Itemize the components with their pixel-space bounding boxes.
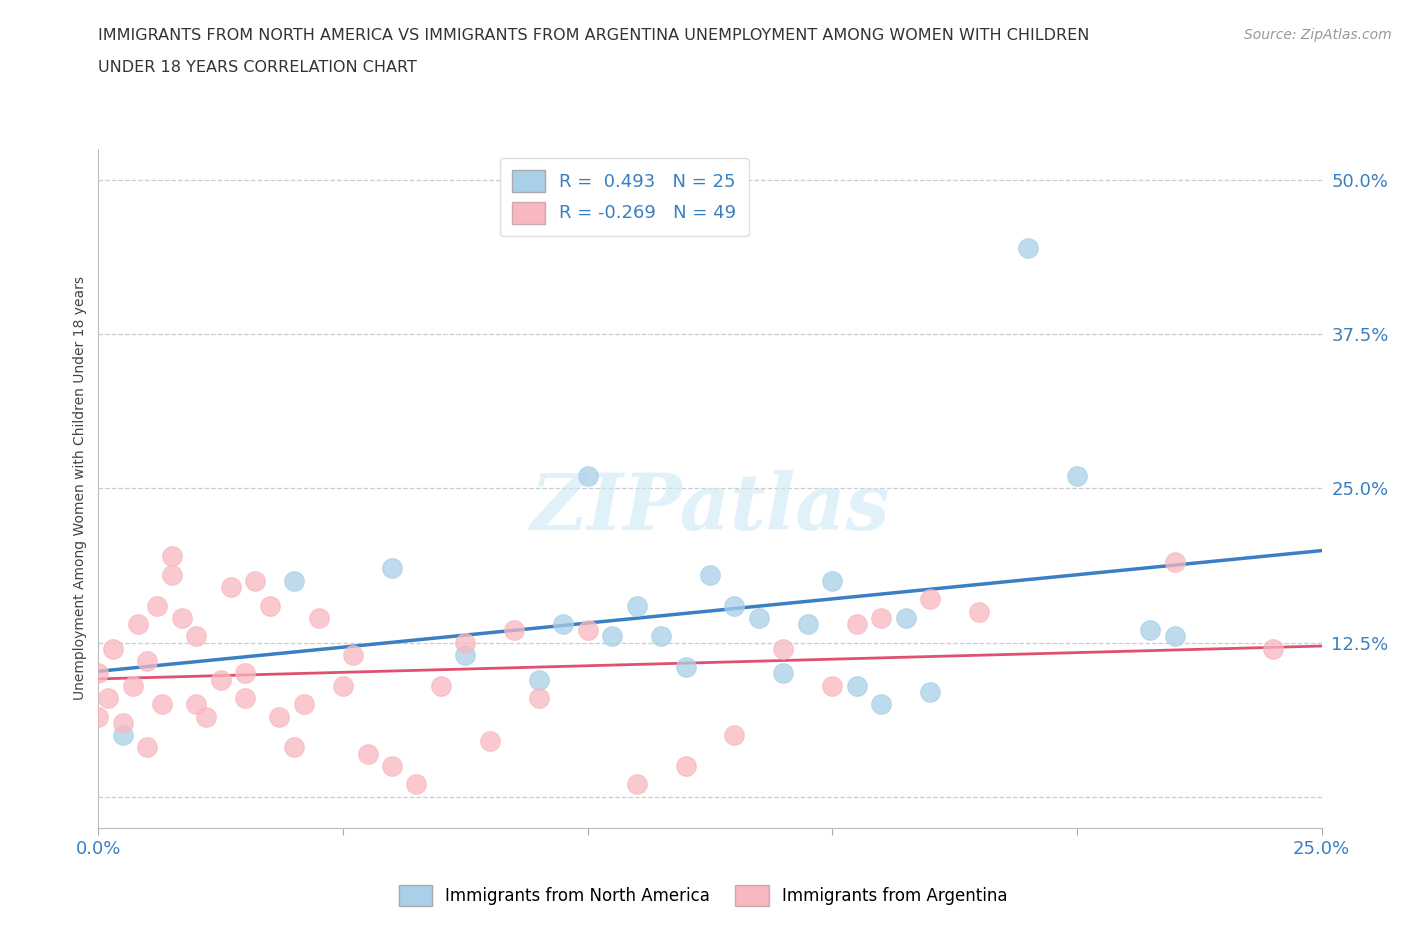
Point: [454, 647, 477, 662]
Point: [870, 697, 893, 711]
Point: [920, 591, 942, 606]
Point: [170, 610, 193, 625]
Point: [219, 579, 242, 594]
Point: [478, 734, 501, 749]
Point: [87, 666, 110, 681]
Y-axis label: Unemployment Among Women with Children Under 18 years: Unemployment Among Women with Children U…: [73, 276, 87, 700]
Text: ZIPatlas: ZIPatlas: [530, 471, 890, 547]
Point: [381, 759, 404, 774]
Point: [146, 598, 169, 613]
Point: [356, 746, 378, 761]
Text: Source: ZipAtlas.com: Source: ZipAtlas.com: [1244, 28, 1392, 42]
Point: [967, 604, 990, 619]
Point: [845, 678, 868, 693]
Point: [209, 672, 232, 687]
Point: [699, 567, 721, 582]
Point: [308, 610, 330, 625]
Point: [233, 691, 256, 706]
Point: [1261, 642, 1284, 657]
Text: IMMIGRANTS FROM NORTH AMERICA VS IMMIGRANTS FROM ARGENTINA UNEMPLOYMENT AMONG WO: IMMIGRANTS FROM NORTH AMERICA VS IMMIGRA…: [98, 28, 1090, 43]
Point: [870, 610, 893, 625]
Point: [576, 469, 599, 484]
Point: [195, 710, 218, 724]
Point: [430, 678, 453, 693]
Point: [821, 678, 844, 693]
Point: [243, 574, 266, 589]
Point: [576, 623, 599, 638]
Point: [626, 598, 648, 613]
Point: [845, 617, 868, 631]
Point: [136, 740, 159, 755]
Point: [675, 659, 697, 674]
Point: [675, 759, 697, 774]
Point: [269, 710, 291, 724]
Point: [381, 561, 404, 576]
Point: [723, 727, 745, 742]
Point: [186, 629, 208, 644]
Point: [292, 697, 315, 711]
Point: [150, 697, 173, 711]
Legend: R =  0.493   N = 25, R = -0.269   N = 49: R = 0.493 N = 25, R = -0.269 N = 49: [499, 158, 749, 236]
Point: [772, 666, 794, 681]
Point: [1164, 629, 1187, 644]
Point: [503, 623, 526, 638]
Point: [553, 617, 575, 631]
Point: [600, 629, 623, 644]
Point: [332, 678, 354, 693]
Point: [1017, 240, 1039, 255]
Legend: Immigrants from North America, Immigrants from Argentina: Immigrants from North America, Immigrant…: [392, 879, 1014, 912]
Point: [111, 727, 134, 742]
Point: [527, 672, 550, 687]
Point: [405, 777, 427, 792]
Point: [136, 654, 159, 669]
Point: [772, 642, 794, 657]
Point: [186, 697, 208, 711]
Text: UNDER 18 YEARS CORRELATION CHART: UNDER 18 YEARS CORRELATION CHART: [98, 60, 418, 75]
Point: [121, 678, 143, 693]
Point: [160, 567, 183, 582]
Point: [626, 777, 648, 792]
Point: [342, 647, 364, 662]
Point: [723, 598, 745, 613]
Point: [233, 666, 256, 681]
Point: [283, 740, 305, 755]
Point: [111, 715, 134, 730]
Point: [920, 684, 942, 699]
Point: [748, 610, 770, 625]
Point: [127, 617, 149, 631]
Point: [101, 642, 124, 657]
Point: [160, 549, 183, 564]
Point: [1066, 469, 1088, 484]
Point: [894, 610, 917, 625]
Point: [527, 691, 550, 706]
Point: [1139, 623, 1161, 638]
Point: [821, 574, 844, 589]
Point: [97, 691, 120, 706]
Point: [797, 617, 820, 631]
Point: [259, 598, 281, 613]
Point: [1164, 555, 1187, 570]
Point: [283, 574, 305, 589]
Point: [454, 635, 477, 650]
Point: [650, 629, 672, 644]
Point: [87, 710, 110, 724]
